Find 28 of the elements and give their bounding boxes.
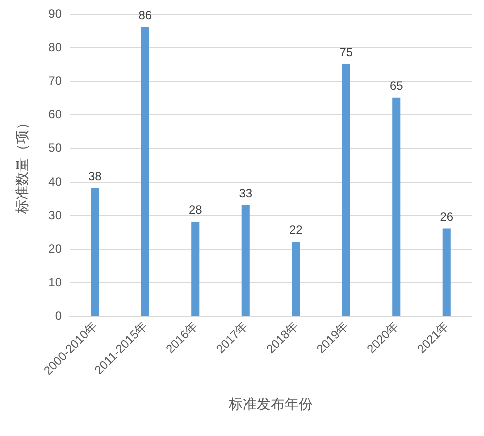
- y-tick-label: 10: [48, 275, 62, 290]
- bar: [91, 188, 100, 316]
- data-label: 75: [340, 45, 354, 60]
- y-tick-label: 20: [48, 242, 62, 256]
- bar: [392, 98, 401, 316]
- y-axis-title: 标准数量（项）: [15, 116, 31, 215]
- y-tick-label: 40: [48, 174, 62, 189]
- data-label: 33: [239, 186, 253, 200]
- data-label: 22: [289, 223, 304, 238]
- y-tick-label: 80: [48, 40, 62, 55]
- bar: [141, 27, 150, 316]
- data-label: 65: [390, 78, 404, 93]
- bar: [442, 228, 451, 316]
- y-tick-label: 50: [48, 141, 62, 156]
- x-axis-title: 标准发布年份: [228, 397, 313, 413]
- data-label: 38: [88, 169, 102, 184]
- data-label: 28: [188, 203, 203, 218]
- y-tick-label: 90: [48, 7, 62, 21]
- bar: [292, 242, 300, 316]
- data-label: 26: [440, 210, 454, 224]
- y-tick-label: 60: [48, 108, 62, 122]
- bar: [242, 205, 250, 316]
- bar: [342, 64, 350, 316]
- y-tick-label: 0: [55, 309, 62, 323]
- bar: [192, 222, 200, 316]
- y-tick-label: 30: [48, 208, 62, 222]
- data-label: 86: [138, 8, 152, 22]
- y-tick-label: 70: [48, 74, 62, 88]
